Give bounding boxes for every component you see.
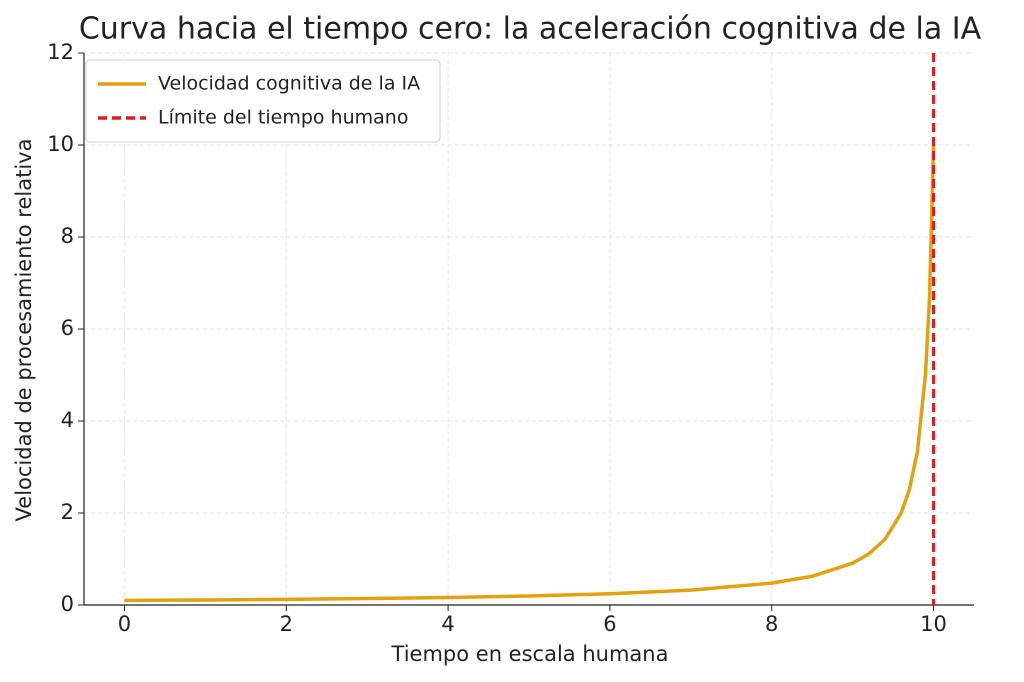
- legend: Velocidad cognitiva de la IA Límite del t…: [85, 59, 441, 143]
- y-tick-label: 4: [61, 408, 74, 432]
- y-tick-label: 10: [47, 132, 74, 156]
- legend-label: Velocidad cognitiva de la IA: [158, 73, 420, 95]
- y-tick-label: 12: [47, 40, 74, 64]
- y-tick-label: 6: [61, 316, 74, 340]
- x-tick-label: 2: [280, 612, 293, 636]
- y-tick-label: 8: [61, 224, 74, 248]
- y-axis-label: Velocidad de procesamiento relativa: [12, 139, 36, 522]
- x-tick-label: 6: [603, 612, 616, 636]
- legend-box: [85, 59, 441, 143]
- x-axis-label: Tiempo en escala humana: [391, 642, 669, 666]
- y-tick-label: 0: [61, 592, 74, 616]
- chart-title: Curva hacia el tiempo cero: la aceleraci…: [79, 12, 982, 47]
- data-line: [124, 144, 936, 603]
- y-tick-label: 2: [61, 500, 74, 524]
- x-tick-label: 0: [118, 612, 131, 636]
- x-tick-label: 4: [441, 612, 454, 636]
- x-tick-label: 10: [920, 612, 947, 636]
- x-tick-label: 8: [765, 612, 778, 636]
- legend-label: Límite del tiempo humano: [158, 107, 408, 129]
